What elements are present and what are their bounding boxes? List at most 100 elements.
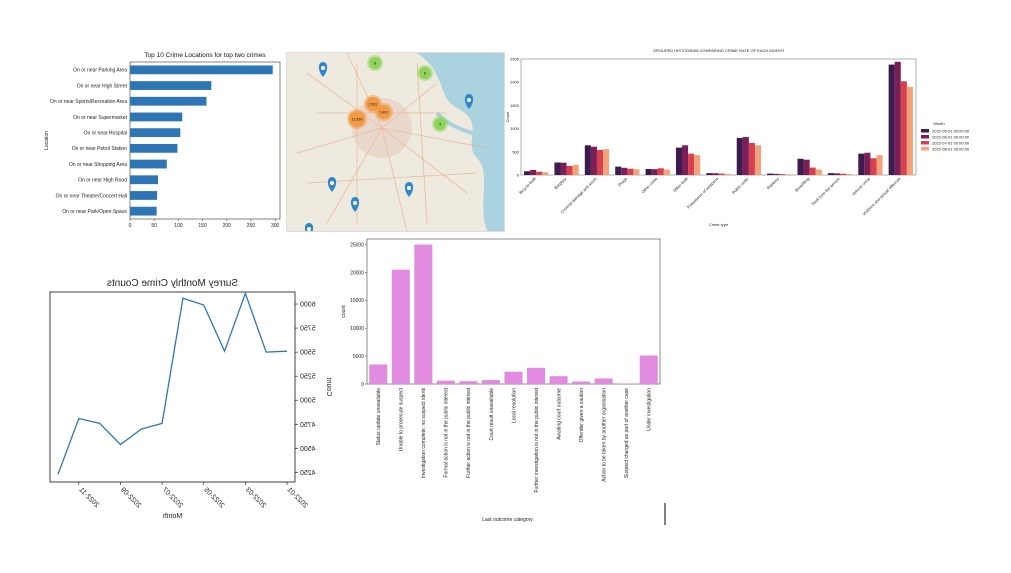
bar	[870, 158, 877, 175]
map-cluster-label: 4	[439, 122, 442, 127]
x-tick-label: Unable to prosecute suspect	[399, 387, 405, 451]
y-tick-label: On or near Sports/Recreation Area	[50, 99, 127, 105]
y-tick-label: 2000	[510, 80, 520, 85]
bar	[549, 376, 568, 384]
plot-frame	[129, 61, 281, 220]
outcome-category-chart: 0 5000 10000 15000 20000 25000 Status update u…	[341, 238, 666, 525]
legend-label: 2022-08-01 00:00:00	[932, 147, 970, 152]
bar	[645, 168, 652, 175]
legend-label: 2022-07-01 00:00:00	[932, 141, 970, 146]
legend-swatch	[921, 147, 929, 151]
bar	[803, 159, 810, 175]
chart-title: Top 10 Crime Locations for top two crime…	[144, 52, 266, 59]
bar	[779, 174, 786, 175]
bar	[724, 173, 731, 175]
y-tick-label: On or near Park/Open Space	[62, 209, 127, 215]
plot-frame	[366, 238, 661, 385]
y-tick-label: On or near Theatre/Concert Hall	[56, 193, 127, 199]
x-tick-label: 2022-01	[286, 486, 309, 509]
bar	[572, 381, 591, 384]
x-axis-label: Last outcome category	[482, 517, 533, 523]
x-tick-label: 2022-09	[119, 486, 142, 509]
monthly-crime-line-panel: Surrey Monthly Crime Counts 4250 4500 4750 5…	[40, 270, 350, 530]
x-tick-label: Further investigation is not in the publ…	[534, 387, 540, 492]
bar	[530, 169, 537, 175]
bar	[130, 206, 157, 216]
monthly-crime-line-chart: Surrey Monthly Crime Counts 4250 4500 4750 5…	[49, 278, 332, 520]
x-tick-label: Under investigation	[647, 388, 653, 431]
x-tick-label: Awaiting court outcome	[556, 388, 562, 440]
x-tick-label: Public order	[731, 176, 750, 195]
bar	[675, 147, 683, 175]
grouped-histogram-panel: GROUPED HISTOGRAM COMPARING CRIME RATE O…	[503, 45, 983, 235]
bar	[815, 169, 822, 175]
bar	[130, 96, 207, 106]
x-tick-label: 200	[223, 223, 232, 229]
bar	[590, 146, 597, 175]
bar	[527, 367, 546, 384]
legend-swatch	[921, 129, 929, 133]
plot-frame	[520, 58, 917, 176]
x-tick-label: 100	[174, 223, 183, 229]
bar	[754, 145, 762, 175]
x-tick-label: Shoplifting	[794, 176, 811, 193]
x-axis-label: Month	[163, 513, 183, 520]
y-tick-label: 1000	[510, 126, 520, 131]
x-tick-label: 2022-11	[77, 486, 100, 509]
x-tick-label: 2022-03	[244, 486, 267, 509]
legend-title: Month	[933, 121, 944, 126]
bar	[651, 169, 658, 175]
bar	[767, 173, 774, 175]
legend-swatch	[921, 135, 929, 139]
bar	[694, 155, 701, 175]
y-tick-label: On or near High Street	[77, 83, 128, 89]
bar	[712, 173, 719, 175]
x-tick-label: Investigation complete; no suspect ident…	[421, 388, 427, 478]
outcome-chart-panel: 0 5000 10000 15000 20000 25000 Status update u…	[335, 235, 675, 530]
x-tick-label: 2022-07	[161, 486, 184, 509]
x-tick-label: Other crime	[640, 176, 659, 195]
bar	[130, 159, 167, 169]
x-tick-label: 150	[198, 223, 207, 229]
y-tick-label: On or near Petrol Station	[72, 146, 128, 152]
map-cluster	[377, 105, 391, 119]
bar	[736, 137, 743, 175]
bar	[436, 380, 455, 384]
y-tick-label: 5000	[353, 354, 364, 360]
x-tick-label: 300	[271, 223, 280, 229]
plot-frame	[49, 291, 296, 483]
y-tick-label: On or near High Road	[78, 178, 127, 184]
map-road	[381, 127, 468, 194]
map-road	[306, 72, 383, 129]
bar	[524, 171, 531, 175]
bar	[785, 174, 792, 175]
bar	[566, 165, 573, 175]
x-tick-label: Other theft	[672, 176, 690, 194]
y-axis-label: Location	[44, 131, 50, 150]
bar	[391, 269, 410, 384]
bar	[742, 136, 749, 175]
map-marker-dot	[330, 181, 334, 185]
bar	[876, 155, 883, 175]
bar	[554, 162, 561, 175]
y-tick-label: 4750	[300, 422, 316, 429]
legend-label: 2022-06-01 00:00:00	[932, 135, 970, 140]
top-locations-chart: Top 10 Crime Locations for top two crime…	[44, 52, 281, 229]
y-axis-label: Count	[505, 111, 510, 123]
x-tick-label: Suspect charged as part of another case	[624, 388, 630, 478]
map-cluster-label: 11309	[352, 117, 364, 122]
bar	[706, 173, 713, 175]
bar	[797, 158, 804, 175]
bar	[663, 169, 670, 175]
y-tick-label: 0	[517, 173, 520, 178]
bar	[906, 86, 913, 175]
x-tick-label: Burglary	[553, 176, 567, 190]
map-marker-dot	[407, 186, 411, 190]
bar	[369, 364, 388, 384]
y-tick-label: 4250	[300, 470, 316, 477]
bar	[572, 164, 579, 175]
bar	[864, 152, 871, 175]
x-tick-label: 50	[151, 223, 157, 229]
map-road	[416, 62, 428, 224]
